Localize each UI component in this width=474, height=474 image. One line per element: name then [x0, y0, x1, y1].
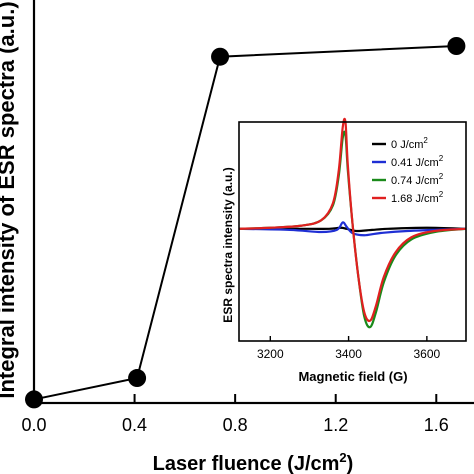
main-plot-frame — [32, 0, 474, 405]
main-data-point — [447, 37, 466, 55]
inset-series — [238, 117, 467, 329]
legend-value: 0.74 — [391, 175, 415, 187]
legend-unit-sup: 2 — [423, 136, 428, 145]
legend-unit-sup: 2 — [439, 190, 444, 199]
main-x-tick-label: 1.2 — [323, 415, 348, 435]
inset-background — [212, 116, 472, 388]
main-x-axis-label: Laser fluence (J/cm2) — [153, 450, 354, 474]
main-x-axis-label-text: Laser fluence (J/cm — [153, 453, 340, 474]
legend-value: 0 — [391, 139, 400, 151]
legend-unit: J/cm — [400, 139, 423, 151]
inset-x-tick-label: 3600 — [414, 347, 441, 361]
main-data-point — [25, 390, 43, 409]
legend-unit: J/cm — [415, 175, 438, 187]
legend-label: 0.41 J/cm2 — [391, 154, 444, 169]
legend-unit: J/cm — [415, 193, 438, 205]
legend-unit-sup: 2 — [439, 154, 444, 163]
legend-unit-sup: 2 — [439, 172, 444, 181]
main-y-axis-label: Integral intensity of ESR spectra (a.u.) — [0, 1, 19, 398]
main-x-tick-label: 1.6 — [424, 415, 449, 435]
inset-x-axis-label: Magnetic field (G) — [298, 369, 407, 384]
inset-x-tick-label: 3400 — [335, 347, 362, 361]
main-data-point — [128, 369, 147, 388]
main-data-point — [211, 47, 230, 66]
main-series — [25, 37, 466, 409]
inset-series-line — [239, 226, 467, 233]
inset-series-line — [238, 221, 467, 237]
main-x-axis-label-end: ) — [347, 453, 354, 474]
inset-x-tick-label: 3200 — [257, 347, 284, 361]
legend-value: 1.68 — [391, 193, 415, 205]
legend-label: 1.68 J/cm2 — [391, 190, 444, 205]
inset-plot-frame — [238, 121, 467, 342]
legend-value: 0.41 — [391, 157, 415, 169]
legend-unit: J/cm — [415, 157, 438, 169]
legend-label: 0 J/cm2 — [391, 136, 428, 151]
inset-series-line — [238, 117, 467, 323]
main-x-tick-label: 0.8 — [223, 415, 248, 435]
main-x-tick-label: 0.4 — [122, 415, 147, 435]
inset-x-ticks: 3200 3400 3600 — [257, 336, 441, 361]
main-x-ticks: 0.0 0.4 0.8 1.2 1.6 — [21, 394, 449, 435]
main-x-axis-label-sup: 2 — [339, 450, 346, 465]
legend-label: 0.74 J/cm2 — [391, 172, 444, 187]
main-series-line — [33, 45, 457, 401]
main-x-tick-label: 0.0 — [21, 415, 46, 435]
inset-y-axis-label: ESR spectra intensity (a.u.) — [221, 167, 235, 322]
